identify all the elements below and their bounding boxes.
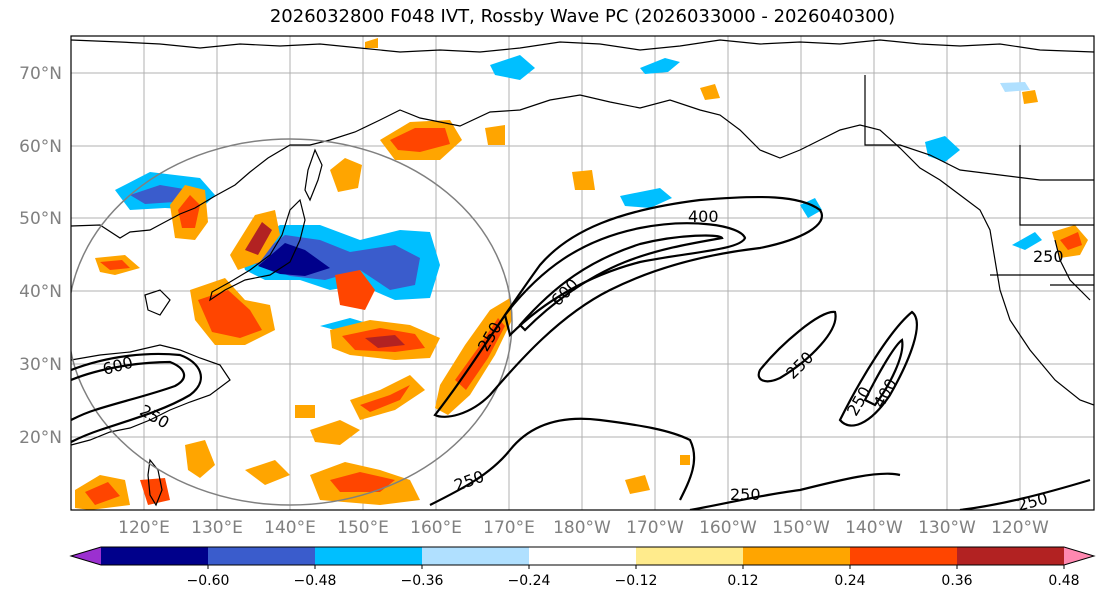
colorbar-segment [208,547,316,565]
lon-label: 180°W [553,518,611,538]
colorbar: −0.60 −0.48 −0.36 −0.24 −0.12 0.12 0.24 0.36 0.4… [69,546,1096,589]
colorbar-segment [743,547,851,565]
lat-label: 30°N [19,355,62,375]
colorbar-tick-label: 0.48 [1048,573,1079,589]
colorbar-extend-high [1064,547,1094,565]
lon-label: 170°W [626,518,684,538]
lon-label: 130°E [191,518,243,538]
contour-label: 250 [1033,247,1064,266]
colorbar-segment [315,547,423,565]
lat-label: 40°N [19,282,62,302]
colorbar-tick-label: −0.60 [187,573,230,589]
latitude-labels: 70°N 60°N 50°N 40°N 30°N 20°N [19,64,62,448]
colorbar-tick-label: −0.24 [508,573,551,589]
colorbar-outline [69,546,1096,566]
colorbar-tick-label: −0.12 [615,573,658,589]
lat-label: 70°N [19,64,62,84]
contour-label: 400 [688,207,719,226]
anomaly-shading [75,38,1088,510]
gridlines [71,36,1094,510]
colorbar-tick-label: 0.36 [941,573,972,589]
ivt-contours [71,195,1091,510]
colorbar-segment [957,547,1065,565]
lon-label: 170°E [483,518,535,538]
colorbar-extend-low [71,547,101,565]
lon-label: 160°E [410,518,462,538]
colorbar-segment [529,547,637,565]
contour-label: 250 [1015,489,1049,515]
lon-label: 150°W [772,518,830,538]
map-frame [70,35,1095,511]
colorbar-tick-label: 0.24 [834,573,865,589]
lon-label: 120°E [118,518,170,538]
colorbar-tick-label: −0.48 [294,573,337,589]
map-title: 2026032800 F048 IVT, Rossby Wave PC (202… [269,6,896,27]
colorbar-tick-label: −0.36 [401,573,444,589]
lat-label: 20°N [19,428,62,448]
longitude-labels: 120°E 130°E 140°E 150°E 160°E 170°E 180°… [118,518,1049,538]
colorbar-segment [422,547,530,565]
rossby-region-circle [71,138,513,506]
colorbar-segment [636,547,744,565]
lon-label: 140°E [264,518,316,538]
lon-label: 140°W [845,518,903,538]
lon-label: 160°W [699,518,757,538]
lon-label: 130°W [918,518,976,538]
coastlines [71,39,1094,507]
colorbar-segment [850,547,958,565]
lon-label: 150°E [337,518,389,538]
colorbar-tick-label: 0.12 [727,573,758,589]
contour-label: 250 [730,485,761,504]
lon-label: 120°W [991,518,1049,538]
colorbar-segment [101,547,209,565]
lat-label: 60°N [19,137,62,157]
lat-label: 50°N [19,209,62,229]
